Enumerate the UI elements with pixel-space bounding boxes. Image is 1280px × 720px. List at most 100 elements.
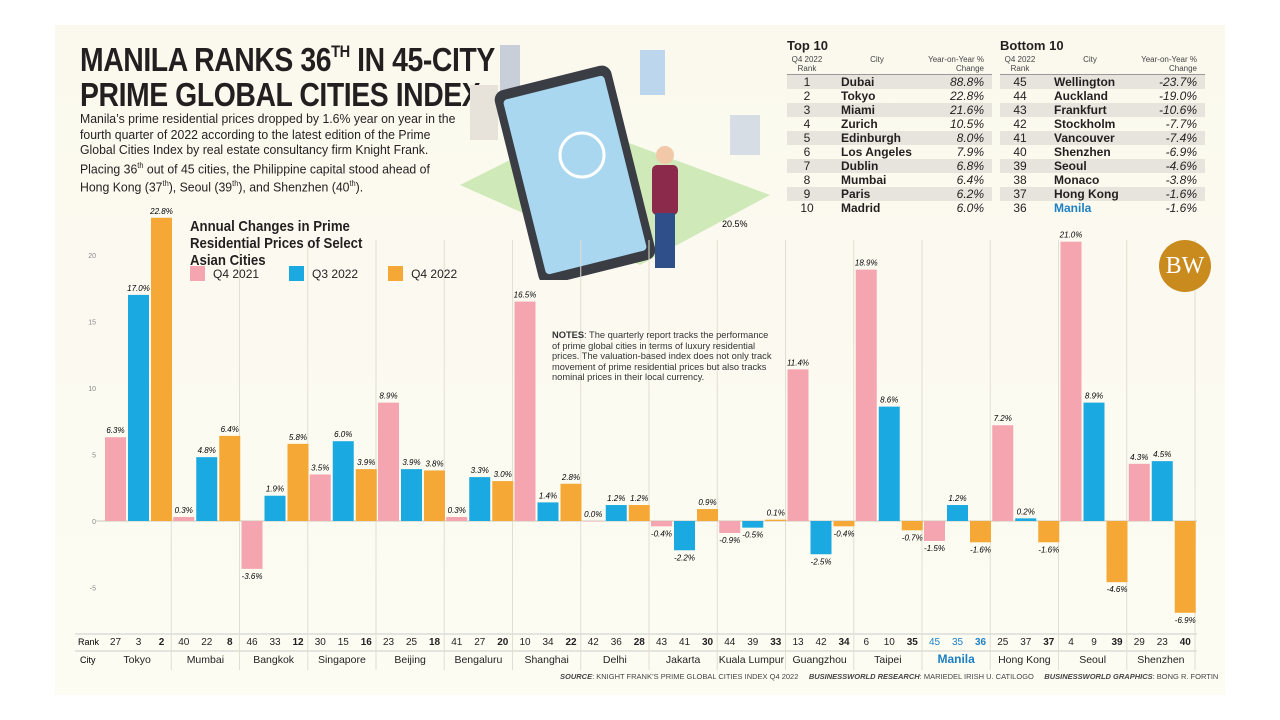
data-label: -0.4%: [651, 529, 672, 538]
bar-taipei-q3-2022: [878, 406, 900, 521]
data-label: 1.9%: [266, 485, 284, 494]
data-label: 1.2%: [630, 494, 648, 503]
bar-seoul-q4-2021: [1060, 241, 1082, 521]
rank-label: 28: [634, 637, 646, 648]
bar-delhi-q4-2021: [582, 521, 604, 522]
rank-label: 33: [770, 637, 782, 648]
y-tick-label: 5: [92, 453, 96, 460]
table-row: 39 Seoul -4.6%: [1000, 159, 1205, 173]
y-tick-label: 10: [88, 386, 96, 393]
data-label: 11.4%: [787, 358, 809, 367]
legend-q4-2021: Q4 2021: [190, 266, 259, 281]
y-tick-label: 0: [92, 519, 96, 526]
city-label: Jakarta: [666, 654, 701, 666]
city-row-label: City: [80, 655, 96, 665]
rank-label: 37: [1020, 637, 1032, 648]
headline-text-2: IN 45-CITY: [349, 41, 495, 78]
illustration-label: 20.5%: [722, 219, 748, 229]
table-row: 44 Auckland -19.0%: [1013, 89, 1197, 103]
bar-singapore-q3-2022: [332, 441, 354, 521]
bar-shenzhen-q4-2021: [1128, 463, 1150, 521]
rank-label: 3: [136, 637, 142, 648]
rank-label: 20: [497, 637, 509, 648]
table-row: 9 Paris 6.2%: [787, 187, 992, 201]
bar-tokyo-q3-2022: [128, 294, 149, 521]
city-label: Bangkok: [253, 654, 295, 666]
city-label: Manila: [937, 652, 975, 666]
bar-tokyo-q4-2022: [151, 217, 172, 521]
businessworld-logo: BW: [1159, 240, 1211, 292]
rank-label: 42: [815, 637, 827, 648]
bar-beijing-q4-2021: [378, 402, 399, 521]
rank-label: 39: [1111, 637, 1123, 648]
headline: MANILA RANKS 36TH IN 45-CITY PRIME GLOBA…: [80, 42, 495, 112]
data-label: -1.5%: [924, 544, 945, 553]
building-icon: [640, 50, 665, 95]
data-label: 3.8%: [425, 459, 443, 468]
data-label: 16.5%: [514, 291, 537, 300]
table-row: 4 Zurich 10.5%: [803, 117, 984, 131]
bar-guangzhou-q3-2022: [810, 521, 832, 555]
rank-label: 23: [383, 637, 395, 648]
data-label: 6.3%: [106, 426, 124, 435]
bar-guangzhou-q4-2022: [833, 521, 855, 527]
data-label: -1.6%: [1038, 545, 1059, 554]
rank-label: 33: [269, 637, 281, 648]
rank-label: 35: [952, 637, 964, 648]
city-label: Shenzhen: [1137, 654, 1184, 666]
data-label: 8.9%: [379, 392, 397, 401]
table-row: 8 Mumbai 6.4%: [803, 173, 984, 187]
rank-label: 16: [361, 637, 373, 648]
bar-singapore-q4-2021: [309, 474, 331, 521]
top10-table: Top 10 Q4 2022 Rank City Year-on-Year % Ch…: [787, 38, 992, 215]
data-label: -2.2%: [674, 553, 695, 562]
intro-paragraph: Manila’s prime residential prices droppe…: [80, 111, 456, 195]
rank-label: 12: [292, 637, 304, 648]
rank-label: 23: [1157, 637, 1169, 648]
bar-mumbai-q3-2022: [196, 457, 218, 521]
data-label: 0.2%: [1017, 507, 1035, 516]
building-icon: [470, 85, 498, 140]
data-label: 21.0%: [1059, 231, 1083, 240]
rank-label: 46: [246, 637, 258, 648]
data-label: 6.4%: [221, 425, 239, 434]
table-row: 37 Hong Kong -1.6%: [1000, 187, 1205, 201]
city-label: Kuala Lumpur: [719, 654, 785, 666]
data-label: 1.4%: [539, 491, 557, 500]
rank-label: 35: [907, 637, 919, 648]
data-label: 8.6%: [880, 396, 898, 405]
rank-label: 22: [565, 637, 577, 648]
rank-label: 36: [975, 637, 987, 648]
data-label: 0.9%: [698, 498, 716, 507]
data-label: -0.5%: [742, 531, 763, 540]
rank-label: 8: [227, 637, 233, 648]
bar-bengaluru-q4-2021: [446, 517, 468, 521]
bar-delhi-q3-2022: [605, 505, 627, 521]
table-row: 36 Manila -1.6%: [1013, 201, 1197, 215]
bottom10-header: Q4 2022 Rank City Year-on-Year % Change: [1000, 55, 1205, 75]
rank-label: 45: [929, 637, 941, 648]
data-label: 3.5%: [311, 463, 329, 472]
city-label: Seoul: [1079, 654, 1106, 666]
bar-tokyo-q4-2021: [105, 437, 126, 521]
bar-beijing-q3-2022: [401, 469, 422, 521]
data-label: -6.9%: [1175, 616, 1196, 625]
rank-label: 18: [429, 637, 441, 648]
bar-taipei-q4-2021: [855, 269, 877, 521]
table-row: 45 Wellington -23.7%: [1000, 75, 1205, 89]
bar-manila-q4-2022: [970, 521, 991, 543]
table-row: 3 Miami 21.6%: [787, 103, 992, 117]
rank-label: 44: [724, 637, 736, 648]
data-label: 1.2%: [607, 494, 625, 503]
chart-legend: Q4 2021 Q3 2022 Q4 2022: [190, 266, 457, 281]
city-label: Mumbai: [187, 654, 224, 666]
data-label: 0.3%: [175, 506, 193, 515]
data-label: 4.5%: [1153, 450, 1171, 459]
data-label: 7.2%: [994, 414, 1012, 423]
legend-q3-2022: Q3 2022: [289, 266, 358, 281]
data-label: 1.2%: [948, 494, 966, 503]
rank-label: 22: [201, 637, 213, 648]
y-tick-label: -5: [90, 586, 96, 593]
bar-bangkok-q4-2021: [241, 521, 263, 569]
data-label: 4.3%: [1130, 453, 1148, 462]
